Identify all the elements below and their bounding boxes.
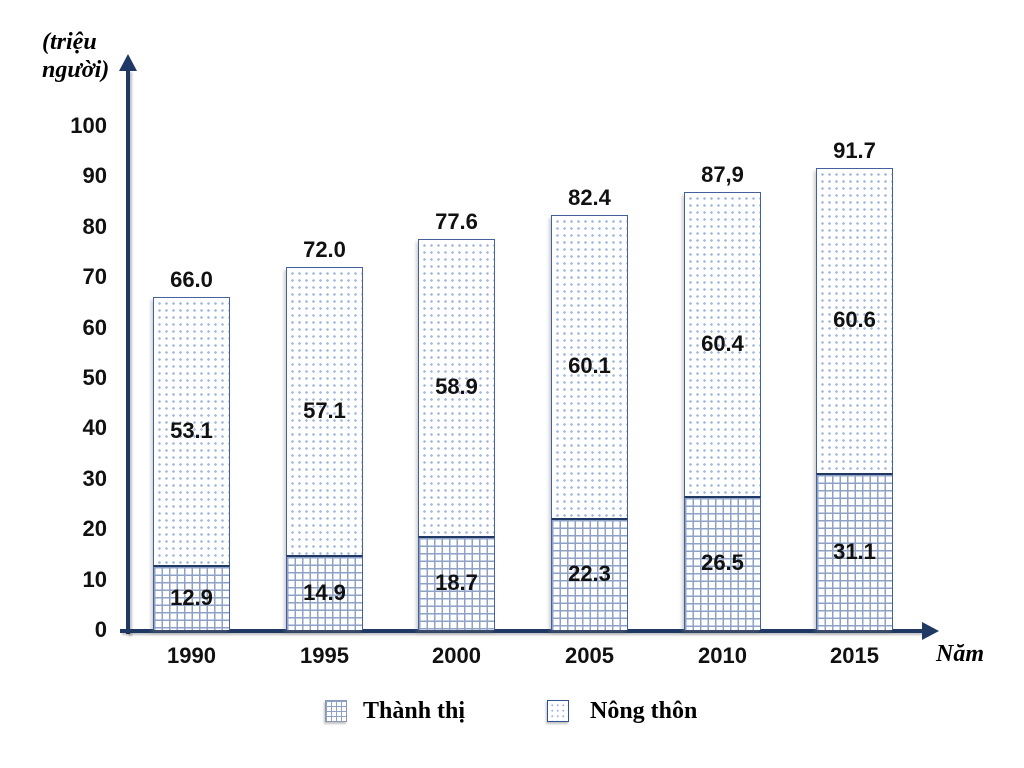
segment-urban-2010: 26.5 bbox=[684, 496, 761, 630]
legend-label-urban: Thành thị bbox=[363, 698, 466, 724]
y-axis-arrowhead bbox=[119, 54, 137, 71]
y-tick-label-30: 30 bbox=[82, 465, 107, 491]
x-tick-label-1990: 1990 bbox=[167, 643, 216, 668]
total-label-1995: 72.0 bbox=[303, 237, 346, 262]
total-label-2000: 77.6 bbox=[435, 209, 478, 234]
segment-rural-value-2000: 58.9 bbox=[435, 374, 478, 400]
y-tick-label-60: 60 bbox=[82, 314, 107, 340]
legend-swatch-rural-dots-pattern-icon bbox=[547, 700, 569, 722]
segment-urban-1995: 14.9 bbox=[286, 555, 363, 630]
y-tick-label-10: 10 bbox=[82, 566, 107, 592]
bar-2010: 60.4 26.5 bbox=[684, 192, 761, 630]
x-tick-label-1995: 1995 bbox=[300, 643, 349, 668]
total-label-2010: 87,9 bbox=[701, 162, 744, 187]
segment-urban-value-2010: 26.5 bbox=[701, 550, 744, 576]
x-tick-label-2010: 2010 bbox=[698, 643, 747, 668]
segment-rural-value-2005: 60.1 bbox=[568, 353, 611, 379]
total-label-2015: 91.7 bbox=[833, 138, 876, 163]
x-axis-title: Năm bbox=[936, 641, 984, 667]
segment-urban-2015: 31.1 bbox=[816, 473, 893, 630]
segment-urban-value-1995: 14.9 bbox=[303, 579, 346, 605]
bar-2015: 60.6 31.1 bbox=[816, 168, 893, 630]
bar-1990: 53.1 12.9 bbox=[153, 297, 230, 630]
total-label-2005: 82.4 bbox=[568, 185, 611, 210]
segment-rural-2000: 58.9 bbox=[418, 239, 495, 536]
y-tick-label-80: 80 bbox=[82, 213, 107, 239]
bar-2000: 58.9 18.7 bbox=[418, 239, 495, 630]
legend-label-rural: Nông thôn bbox=[590, 698, 698, 724]
bar-2005: 60.1 22.3 bbox=[551, 215, 628, 630]
segment-urban-2005: 22.3 bbox=[551, 518, 628, 630]
segment-urban-value-2015: 31.1 bbox=[833, 538, 876, 564]
segment-urban-value-1990: 12.9 bbox=[170, 584, 213, 610]
x-tick-label-2000: 2000 bbox=[432, 643, 481, 668]
segment-rural-2005: 60.1 bbox=[551, 215, 628, 518]
segment-rural-2015: 60.6 bbox=[816, 168, 893, 473]
total-label-1990: 66.0 bbox=[170, 267, 213, 292]
bar-1995: 57.1 14.9 bbox=[286, 267, 363, 630]
y-tick-label-90: 90 bbox=[82, 163, 107, 189]
segment-rural-2010: 60.4 bbox=[684, 192, 761, 496]
segment-urban-value-2000: 18.7 bbox=[435, 570, 478, 596]
segment-urban-1990: 12.9 bbox=[153, 565, 230, 630]
segment-rural-value-2015: 60.6 bbox=[833, 307, 876, 333]
y-axis-unit-label-line1: (triệu bbox=[42, 29, 97, 55]
y-tick-label-0: 0 bbox=[94, 617, 107, 642]
y-tick-label-40: 40 bbox=[82, 415, 107, 441]
x-axis-arrowhead bbox=[922, 622, 939, 640]
segment-rural-1990: 53.1 bbox=[153, 297, 230, 565]
x-axis-line bbox=[120, 629, 922, 633]
y-axis-unit-label-line2: người) bbox=[42, 57, 110, 83]
segment-urban-2000: 18.7 bbox=[418, 536, 495, 630]
x-tick-label-2015: 2015 bbox=[830, 643, 879, 668]
segment-rural-value-1995: 57.1 bbox=[303, 397, 346, 423]
segment-urban-value-2005: 22.3 bbox=[568, 561, 611, 587]
segment-rural-1995: 57.1 bbox=[286, 267, 363, 555]
y-tick-label-50: 50 bbox=[82, 365, 107, 390]
segment-rural-value-2010: 60.4 bbox=[701, 330, 744, 356]
y-tick-label-20: 20 bbox=[82, 516, 107, 542]
y-axis-line bbox=[126, 70, 130, 634]
y-tick-label-100: 100 bbox=[70, 113, 107, 138]
segment-rural-value-1990: 53.1 bbox=[170, 417, 213, 443]
y-axis-unit-label: (triệu người) bbox=[42, 28, 152, 84]
y-tick-label-70: 70 bbox=[82, 264, 107, 290]
x-tick-label-2005: 2005 bbox=[565, 643, 614, 668]
legend-swatch-urban-grid-pattern-icon bbox=[325, 700, 347, 722]
